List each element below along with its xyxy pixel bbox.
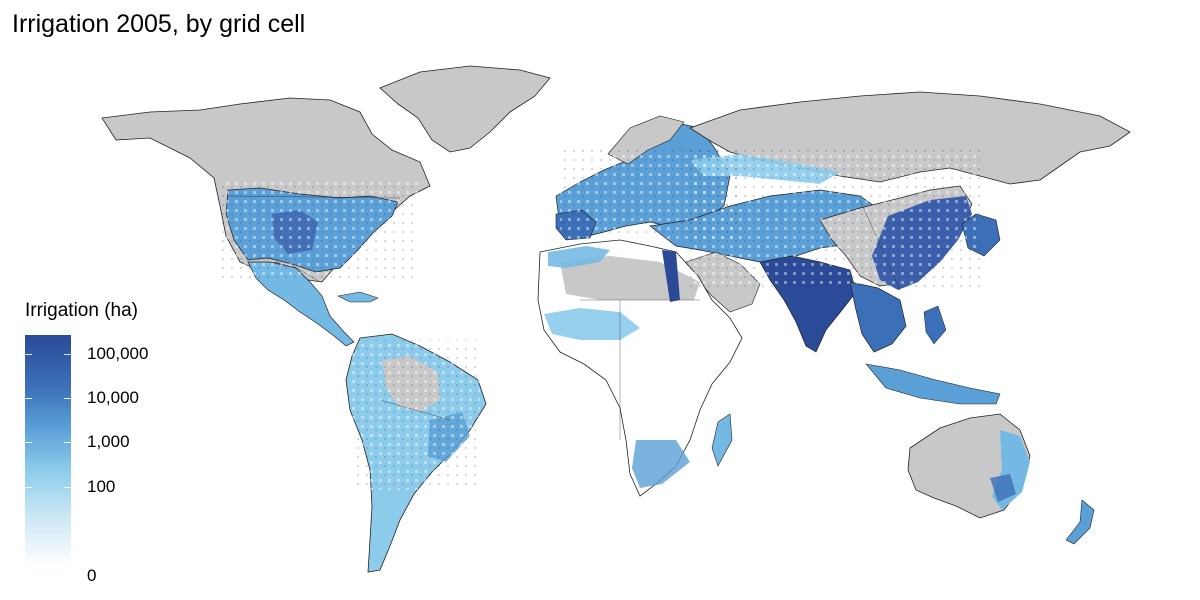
legend-label-10000: 10,000	[87, 388, 139, 407]
legend-tick	[25, 398, 32, 400]
legend-label-100: 100	[87, 477, 116, 496]
indonesia-philippines	[865, 363, 1001, 405]
legend-label-0: 0	[87, 566, 97, 585]
legend-title: Irrigation (ha)	[25, 300, 138, 321]
north-africa-irrigated	[548, 246, 610, 268]
philippines	[923, 305, 947, 345]
southeast-asia	[849, 281, 907, 353]
legend-label-1000: 1,000	[87, 432, 130, 451]
legend-tick	[25, 354, 32, 356]
legend-tick	[25, 487, 32, 489]
legend-tick	[64, 354, 71, 356]
map-title: Irrigation 2005, by grid cell	[12, 10, 306, 38]
west-africa-irrigated	[544, 308, 640, 340]
legend-tick	[64, 442, 71, 444]
legend-label-100000: 100,000	[87, 344, 149, 363]
legend-tick	[64, 398, 71, 400]
madagascar	[711, 413, 733, 467]
southern-africa-irrigated	[632, 440, 690, 488]
legend-tick	[25, 442, 32, 444]
legend-tick	[64, 487, 71, 489]
murray-darling	[990, 474, 1016, 502]
caribbean	[337, 291, 379, 303]
nile-delta	[662, 250, 680, 302]
greenland	[379, 65, 551, 153]
legend-color-bar	[25, 335, 71, 567]
grid-cell-texture	[220, 150, 980, 490]
new-zealand	[1065, 499, 1095, 545]
